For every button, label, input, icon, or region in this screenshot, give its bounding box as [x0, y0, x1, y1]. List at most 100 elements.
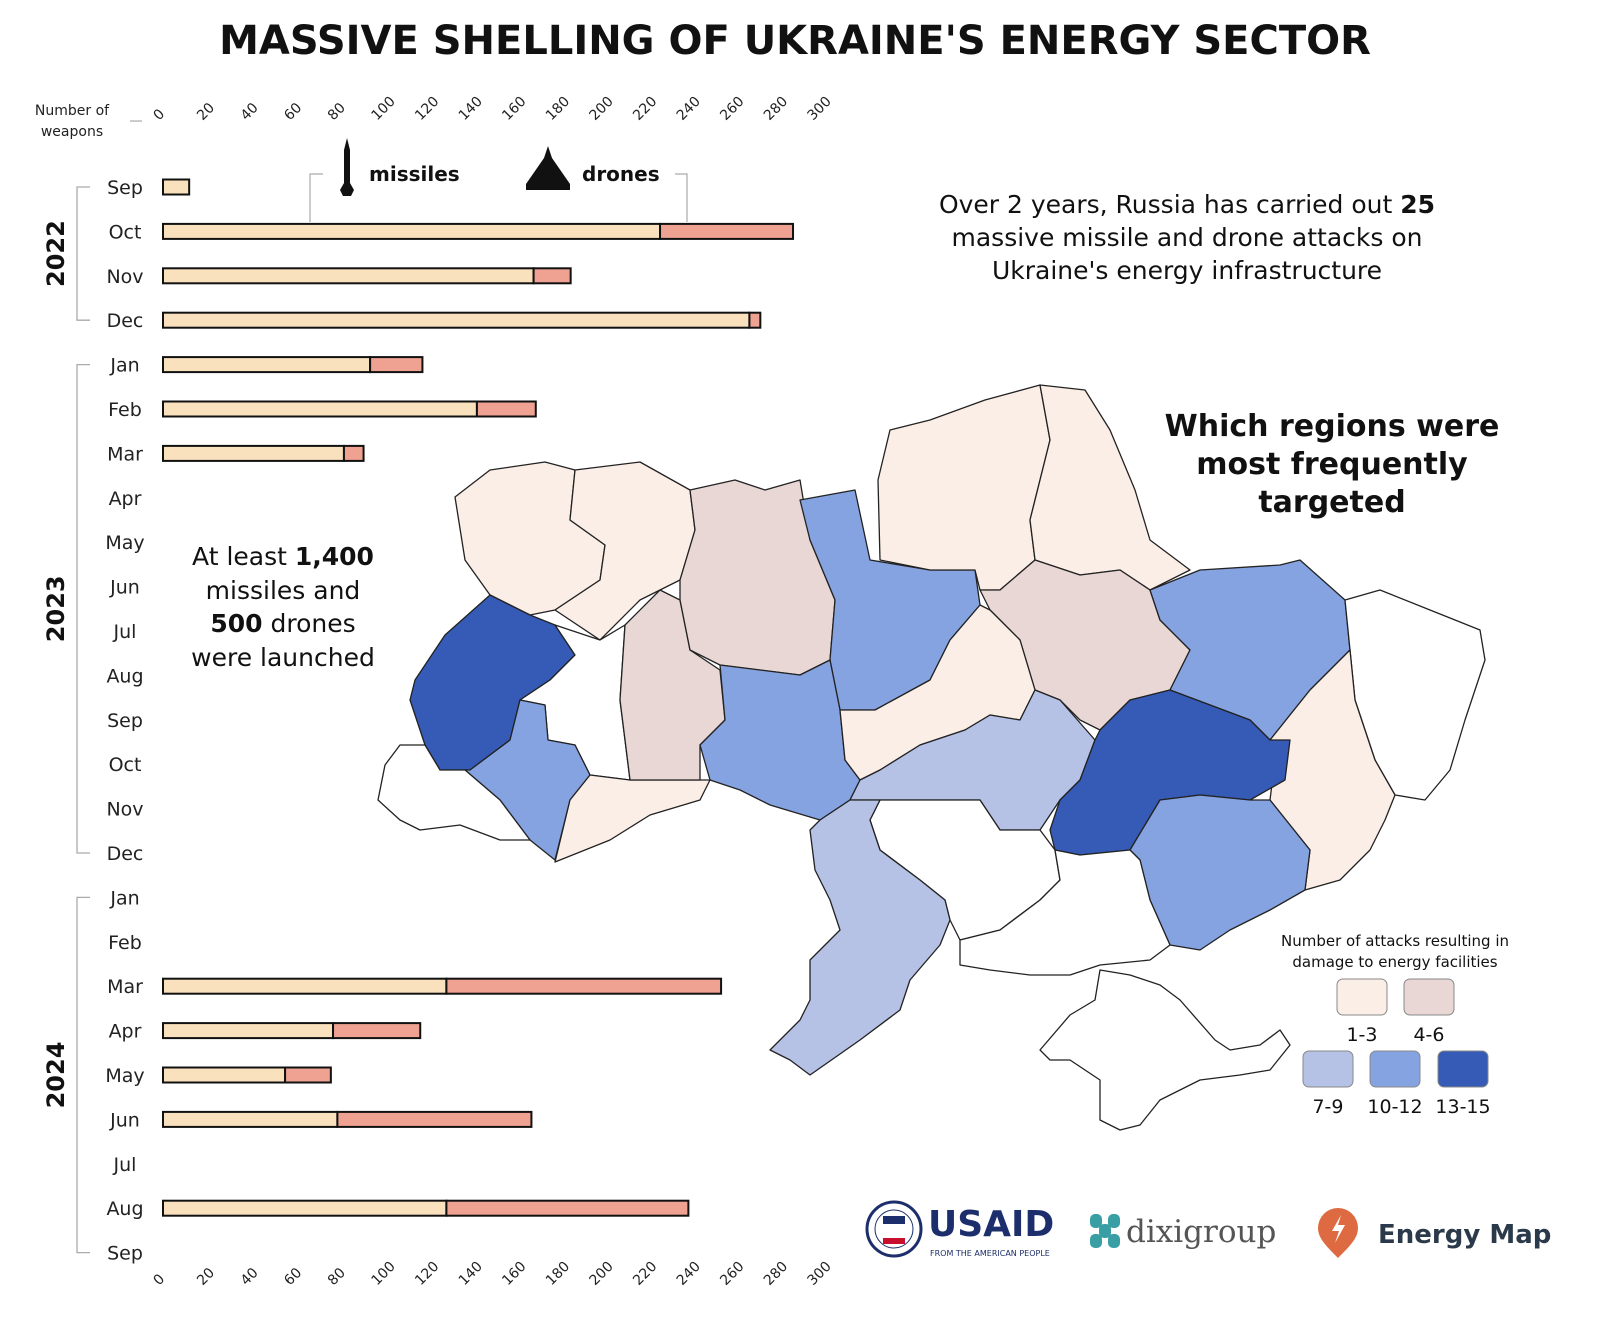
bar-missiles [162, 311, 751, 329]
tick-label: 100 [369, 1259, 399, 1289]
month-label: Jan [109, 887, 139, 909]
map-region [377, 744, 531, 841]
tick-label: 120 [412, 1259, 442, 1289]
tick-label: 220 [630, 94, 660, 124]
legend-swatch [1302, 1050, 1354, 1088]
tick-label: 100 [369, 94, 399, 124]
tick-label: 280 [761, 1259, 791, 1289]
map-legend-title-2: damage to energy facilities [1292, 953, 1497, 971]
tick-label: 280 [761, 94, 791, 124]
bar-drones [284, 1066, 332, 1084]
month-label: Sep [107, 177, 143, 199]
tick-label: 140 [456, 1259, 486, 1289]
usaid-wordmark: USAID [928, 1204, 1054, 1245]
map-title-line1: Which regions were [1165, 409, 1500, 444]
year-label: 2024 [42, 1042, 70, 1109]
bar-row: Apr [109, 488, 142, 510]
bar-row: Oct [109, 221, 795, 243]
tick-label: 20 [194, 100, 218, 124]
year-groups: 2022 2023 2024 [42, 186, 90, 1254]
callout-top-line3: Ukraine's energy infrastructure [992, 256, 1382, 285]
bar-drones [445, 1199, 690, 1217]
bar-missiles [162, 356, 372, 374]
year-bracket [76, 896, 90, 1254]
callout-left-line2: missiles and [206, 576, 361, 605]
callout-top-line2: massive missile and drone attacks on [952, 223, 1423, 252]
map-legend: 1-3 4-6 7-9 10-12 13-15 [1302, 978, 1491, 1118]
legend-bin-label: 13-15 [1435, 1096, 1490, 1118]
bar-row: Oct [109, 754, 142, 776]
legend-drones-label: drones [582, 162, 660, 186]
year-bracket [76, 186, 90, 321]
month-label: Nov [106, 799, 143, 821]
bar-drones [369, 356, 424, 374]
year-label: 2022 [42, 220, 70, 287]
map-region [877, 384, 1051, 591]
weapon-legend: missiles drones [309, 138, 688, 222]
legend-swatch [1437, 1050, 1489, 1088]
bar-missiles [162, 977, 448, 995]
tick-label: 60 [281, 1265, 305, 1289]
bar-drones [336, 1110, 533, 1128]
bar-row: Aug [106, 665, 143, 687]
month-label: Feb [108, 399, 142, 421]
legend-bin-label: 4-6 [1413, 1024, 1444, 1046]
bar-row: May [105, 532, 144, 554]
bar-missiles [162, 444, 345, 462]
tick-label: 80 [325, 100, 349, 124]
month-label: Apr [109, 1021, 142, 1043]
bar-missiles [162, 178, 191, 196]
callout-left-line3: 500 drones [210, 609, 355, 638]
month-label: Jun [109, 1109, 140, 1131]
usaid-logo: USAID FROM THE AMERICAN PEOPLE [865, 1200, 1054, 1258]
tick-label: 200 [587, 1259, 617, 1289]
month-label: Jun [109, 577, 140, 599]
month-label: Sep [107, 710, 143, 732]
month-label: Nov [106, 266, 143, 288]
month-label: Jan [109, 355, 139, 377]
legend-swatch [1403, 978, 1455, 1016]
bar-row: Feb [108, 399, 537, 421]
dixigroup-wordmark: dixigroup [1126, 1214, 1276, 1250]
bar-row: Mar [107, 443, 365, 465]
tick-label: 160 [499, 1259, 529, 1289]
tick-label: 180 [543, 94, 573, 124]
month-label: Apr [109, 488, 142, 510]
month-label: Mar [107, 976, 143, 998]
map-title-line2: most frequently [1196, 447, 1468, 482]
map-region [959, 849, 1171, 976]
tick-label: 240 [674, 1259, 704, 1289]
month-label: Mar [107, 443, 143, 465]
callout-left-line4: were launched [191, 643, 375, 672]
legend-bin-label: 1-3 [1346, 1024, 1377, 1046]
bar-row: Jun [109, 577, 140, 599]
callout-left-line1: At least 1,400 [192, 542, 374, 571]
map-legend-title-1: Number of attacks resulting in [1281, 932, 1509, 950]
month-label: Jul [113, 621, 137, 643]
month-label: Sep [107, 1243, 143, 1265]
tick-label: 160 [499, 94, 529, 124]
map-region [769, 799, 951, 1076]
tick-label: 300 [805, 1259, 835, 1289]
month-label: Oct [109, 754, 142, 776]
bar-missiles [162, 222, 662, 240]
tick-label: 300 [805, 94, 835, 124]
bar-rows: Sep Oct Nov Dec Jan Feb Mar Apr May Jun Jul Aug Sep O… [105, 177, 795, 1265]
month-label: Jul [113, 1154, 137, 1176]
tick-label: 140 [456, 94, 486, 124]
tick-label: 20 [194, 1265, 218, 1289]
legend-bracket-right [675, 173, 688, 222]
legend-swatch [1336, 978, 1388, 1016]
bar-row: Jul [113, 1154, 137, 1176]
year-label: 2023 [42, 575, 70, 642]
legend-swatch [1369, 1050, 1421, 1088]
bar-missiles [162, 1199, 448, 1217]
bar-missiles [162, 1066, 287, 1084]
energy-map-wordmark: Energy Map [1378, 1220, 1551, 1250]
month-label: Aug [106, 665, 143, 687]
bar-row: Nov [106, 799, 143, 821]
bar-drones [445, 977, 723, 995]
tick-label: 0 [151, 106, 169, 124]
legend-bin-label: 10-12 [1367, 1096, 1422, 1118]
